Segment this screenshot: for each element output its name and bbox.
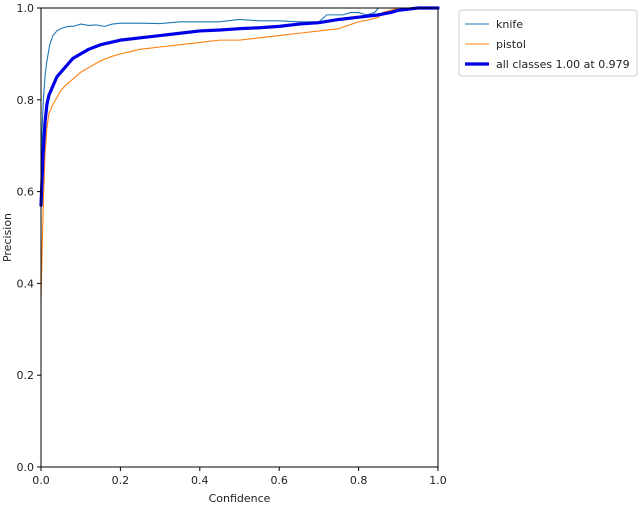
y-tick-label: 0.2 — [17, 369, 35, 382]
x-tick-label: 0.6 — [270, 474, 288, 487]
plot-frame — [40, 7, 439, 468]
plot-area — [41, 8, 438, 467]
legend: knife pistol all classes 1.00 at 0.979 — [458, 9, 638, 77]
axes-layer: 0.0 0.2 0.4 0.6 0.8 1.0 0.0 0.2 0.4 0.6 0.8 1.0 Conf… — [1, 2, 447, 505]
series-line-2 — [40, 7, 439, 303]
x-axis-label: Confidence — [209, 492, 271, 505]
series-line-3 — [39, 6, 440, 207]
y-tick-label: 0.4 — [17, 277, 35, 290]
legend-label-3: all classes 1.00 at 0.979 — [496, 58, 630, 71]
legend-box — [458, 9, 638, 77]
series-layer — [39, 6, 440, 303]
x-tick-label: 0.4 — [191, 474, 209, 487]
x-tick-label: 0.8 — [350, 474, 368, 487]
x-tick-label: 0.2 — [112, 474, 130, 487]
y-tick-label: 0.6 — [17, 186, 35, 199]
y-tick-label: 0.8 — [17, 94, 35, 107]
x-tick-label: 0.0 — [32, 474, 50, 487]
legend-label-2: pistol — [496, 38, 526, 51]
y-axis-label: Precision — [1, 213, 14, 262]
legend-label-1: knife — [496, 18, 523, 31]
y-tick-label: 0.0 — [17, 461, 35, 474]
series-line-1 — [40, 7, 439, 174]
x-tick-label: 1.0 — [429, 474, 447, 487]
y-tick-label: 1.0 — [17, 2, 35, 15]
plot-background — [41, 8, 438, 467]
